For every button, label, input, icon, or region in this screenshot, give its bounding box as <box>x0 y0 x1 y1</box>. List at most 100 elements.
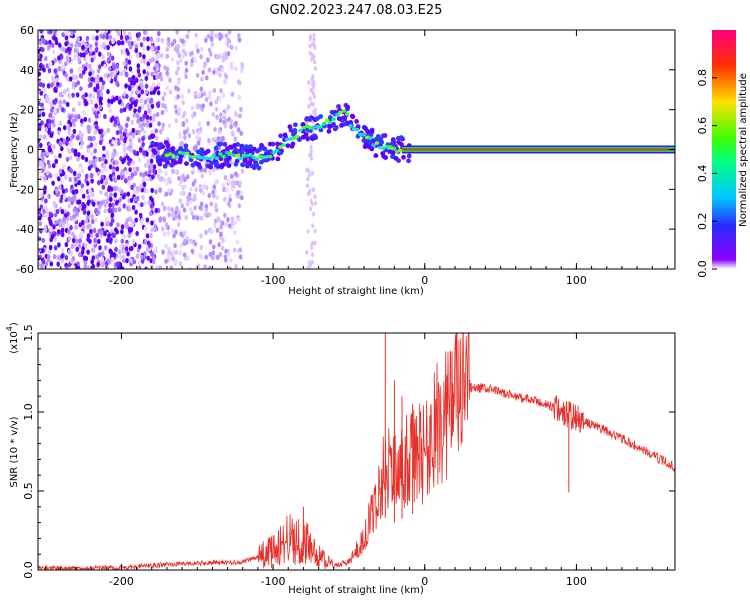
noise-speckle <box>93 163 97 169</box>
noise-speckle <box>39 90 44 96</box>
noise-speckle <box>124 83 128 89</box>
noise-speckle <box>98 51 102 57</box>
noise-speckle <box>169 265 174 269</box>
noise-speckle <box>102 163 106 169</box>
ridge-peak <box>218 152 223 156</box>
noise-speckle <box>233 171 238 177</box>
noise-speckle <box>238 254 243 260</box>
noise-speckle <box>84 42 88 48</box>
noise-speckle <box>135 77 139 83</box>
noise-speckle <box>128 54 133 60</box>
noise-speckle <box>58 42 62 48</box>
noise-speckle <box>128 66 133 72</box>
noise-speckle <box>99 200 104 206</box>
ridge-peak <box>308 126 313 130</box>
ridge-peak <box>331 117 336 121</box>
noise-speckle <box>199 86 204 92</box>
colorbar-tick-label: 0.4 <box>696 165 709 183</box>
noise-speckle <box>48 163 52 169</box>
noise-speckle <box>110 218 115 224</box>
noise-speckle <box>176 66 181 72</box>
noise-speckle <box>199 187 203 193</box>
noise-speckle <box>149 36 153 42</box>
noise-speckle <box>132 259 137 265</box>
noise-speckle <box>84 92 88 98</box>
ridge-halo <box>354 119 359 124</box>
noise-speckle <box>108 108 113 114</box>
noise-speckle <box>98 129 102 135</box>
noise-speckle <box>90 76 94 82</box>
noise-speckle <box>198 183 203 189</box>
noise-speckle <box>187 196 191 202</box>
colorbar-ticks: 0.0 0.2 0.4 0.6 0.8 <box>696 69 717 278</box>
noise-speckle <box>186 30 191 34</box>
noise-speckle <box>138 106 142 112</box>
noise-speckle <box>45 94 49 100</box>
noise-speckle <box>168 77 172 83</box>
colorbar-tick-label: 0.8 <box>696 69 709 87</box>
noise-speckle <box>95 83 100 89</box>
noise-speckle <box>157 30 161 37</box>
noise-speckle <box>60 253 64 259</box>
spectrogram-xtick-label: 100 <box>566 274 587 287</box>
noise-speckle <box>230 186 235 192</box>
noise-speckle <box>124 246 129 252</box>
noise-speckle <box>238 247 243 253</box>
noise-speckle <box>124 72 129 78</box>
noise-speckle <box>306 183 310 188</box>
noise-speckle <box>202 183 206 189</box>
noise-speckle <box>97 204 102 210</box>
noise-speckle <box>44 198 48 204</box>
noise-speckle <box>164 243 168 249</box>
noise-speckle <box>216 254 220 260</box>
noise-speckle <box>221 135 225 141</box>
noise-speckle <box>106 44 110 51</box>
noise-speckle <box>38 134 43 140</box>
noise-speckle <box>162 231 167 237</box>
noise-speckle <box>108 34 113 40</box>
noise-speckle <box>112 63 116 70</box>
noise-speckle <box>77 251 82 258</box>
noise-speckle <box>210 41 215 48</box>
noise-speckle <box>210 254 215 260</box>
noise-speckle <box>61 32 65 38</box>
noise-speckle <box>67 236 72 242</box>
noise-speckle <box>122 60 127 66</box>
noise-speckle <box>111 202 115 208</box>
ridge-halo <box>184 161 189 167</box>
noise-speckle <box>214 106 219 112</box>
noise-speckle <box>38 221 43 227</box>
noise-speckle <box>98 245 102 251</box>
ridge-peak <box>174 155 180 159</box>
noise-speckle <box>100 174 104 180</box>
noise-speckle <box>83 242 88 249</box>
noise-speckle <box>146 255 150 261</box>
noise-speckle <box>93 129 98 135</box>
noise-speckle <box>117 206 122 213</box>
noise-speckle <box>98 139 103 146</box>
noise-speckle <box>61 46 66 52</box>
ridge-halo <box>361 138 367 143</box>
ridge-halo <box>327 115 333 120</box>
noise-speckle <box>174 85 178 91</box>
noise-speckle <box>128 257 132 263</box>
noise-speckle <box>58 120 63 126</box>
ridge-peak <box>348 124 353 128</box>
noise-speckle <box>76 36 80 42</box>
spectrogram-xtick-label: 0 <box>421 274 428 287</box>
ridge-peak <box>381 146 386 150</box>
noise-speckle <box>203 167 207 173</box>
noise-speckle <box>106 89 110 95</box>
noise-speckle <box>240 61 244 67</box>
noise-speckle <box>127 175 131 181</box>
noise-speckle <box>240 195 244 201</box>
spectrogram-ytick-label: 20 <box>20 104 34 117</box>
noise-speckle <box>87 77 92 83</box>
noise-speckle <box>58 99 63 105</box>
noise-speckle <box>105 216 109 222</box>
noise-speckle <box>47 123 52 129</box>
noise-speckle <box>136 118 140 124</box>
noise-speckle <box>48 62 52 68</box>
noise-speckle <box>66 46 71 52</box>
noise-speckle <box>52 163 56 169</box>
